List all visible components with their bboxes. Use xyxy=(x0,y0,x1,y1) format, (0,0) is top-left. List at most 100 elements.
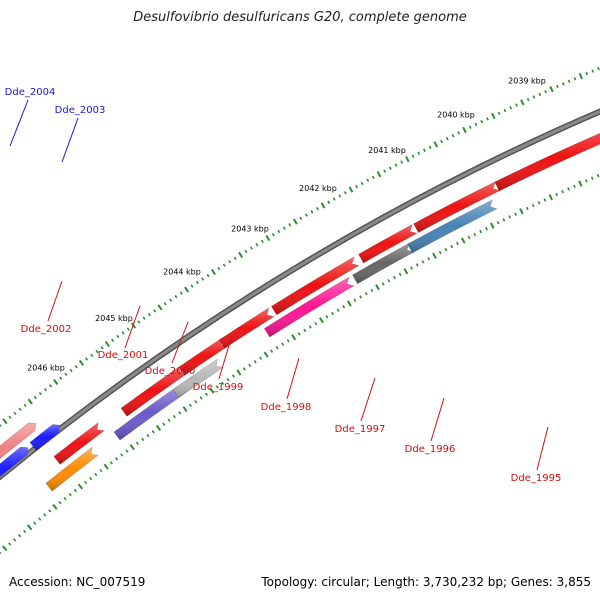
gene-dde-2000 xyxy=(172,358,224,398)
scale-tick xyxy=(578,73,583,80)
scale-tick xyxy=(18,407,22,412)
scale-tick xyxy=(201,277,205,281)
gene-block-shade xyxy=(53,422,105,465)
scale-tick xyxy=(209,387,215,394)
scale-tick xyxy=(549,85,554,93)
gene-label-dde-1998: Dde_1998 xyxy=(261,402,312,413)
scale-tick xyxy=(342,305,346,309)
gene-block xyxy=(218,307,275,349)
scale-tick xyxy=(249,246,253,250)
leader-line xyxy=(536,426,549,471)
scale-tick xyxy=(95,349,99,354)
scale-label: 2045 kbp xyxy=(95,314,133,323)
scale-tick xyxy=(275,345,279,350)
scale-tick xyxy=(172,414,176,419)
scale-tick xyxy=(242,367,246,371)
scale-tick xyxy=(444,247,448,252)
scale-tick xyxy=(411,154,415,158)
leader-line xyxy=(218,334,233,380)
scale-tick xyxy=(277,229,281,234)
scale-tick xyxy=(433,141,439,148)
scale-tick xyxy=(520,99,525,106)
scale-tick xyxy=(303,328,307,333)
scale-tick xyxy=(190,284,194,288)
scale-tick xyxy=(485,226,488,231)
scale-tick xyxy=(221,381,225,385)
scale-tick xyxy=(405,156,410,163)
scale-tick xyxy=(292,218,298,225)
scale-tick xyxy=(147,312,151,317)
scale-tick xyxy=(109,461,113,465)
scale-tick xyxy=(440,139,443,144)
scale-label: 2041 kbp xyxy=(368,146,406,155)
scale-tick xyxy=(182,406,188,413)
scale-tick xyxy=(146,433,150,438)
backbone-line xyxy=(0,109,600,479)
scale-tick xyxy=(310,210,314,214)
scale-tick xyxy=(53,378,59,385)
gene-block xyxy=(413,181,501,233)
scale-label: 2042 kbp xyxy=(299,184,337,193)
leader-line xyxy=(47,280,63,322)
scale-tick xyxy=(462,126,467,134)
leader-line xyxy=(9,99,29,147)
scale-tick xyxy=(48,509,52,513)
scale-tick xyxy=(1,545,8,552)
gene-label-dde-1999: Dde_1999 xyxy=(193,382,244,393)
scale-tick xyxy=(52,503,58,510)
scale-tick xyxy=(320,202,326,209)
scale-tick xyxy=(83,480,88,485)
gene-block-shade xyxy=(358,224,417,263)
gene-label-dde-2003: Dde_2003 xyxy=(55,105,106,116)
gene-dde-2003 xyxy=(29,424,61,451)
scale-tick xyxy=(403,268,409,275)
scale-tick xyxy=(332,197,336,201)
scale-tick xyxy=(162,422,166,426)
scale-tick xyxy=(255,243,259,247)
scale-tick xyxy=(364,291,368,296)
gene-block xyxy=(358,223,418,264)
scale-tick xyxy=(316,206,319,211)
scale-tick xyxy=(490,222,495,229)
scale-tick xyxy=(211,268,216,276)
scale-tick xyxy=(89,476,93,481)
scale-tick xyxy=(204,392,208,396)
scale-tick xyxy=(167,418,171,423)
scale-tick xyxy=(355,184,358,189)
scale-tick xyxy=(491,112,496,120)
scale-tick xyxy=(179,291,183,295)
scale-tick xyxy=(338,194,342,198)
gene-dde-2004-shade xyxy=(0,447,28,477)
scale-tick xyxy=(376,171,382,178)
map-title: Desulfovibrio desulfuricans G20, complet… xyxy=(133,10,467,25)
scale-tick xyxy=(291,334,297,341)
scale-tick xyxy=(178,411,182,415)
scale-tick xyxy=(288,223,292,227)
scale-tick xyxy=(343,191,347,195)
scale-tick xyxy=(228,260,232,264)
scale-tick xyxy=(383,169,387,173)
scale-tick xyxy=(217,266,221,271)
scale-tick xyxy=(388,166,392,170)
scale-tick xyxy=(141,437,145,442)
scale-tick xyxy=(236,369,242,376)
scale-tick xyxy=(591,69,594,73)
scale-tick xyxy=(78,359,84,366)
scale-tick xyxy=(33,395,37,400)
scale-tick xyxy=(115,457,119,461)
gene-dde-2002 xyxy=(45,446,99,492)
scale-tick xyxy=(573,77,577,81)
scale-tick xyxy=(8,542,12,546)
scale-tick xyxy=(548,194,553,201)
scale-tick xyxy=(410,266,414,270)
scale-tick xyxy=(111,338,115,342)
scale-tick xyxy=(27,398,33,405)
scale-tick xyxy=(393,275,396,280)
scale-tick xyxy=(336,308,340,312)
scale-tick xyxy=(69,368,73,373)
scale-tick xyxy=(567,79,571,83)
scale-tick xyxy=(238,251,243,258)
scale-tick xyxy=(104,341,110,348)
scale-tick xyxy=(26,524,33,531)
